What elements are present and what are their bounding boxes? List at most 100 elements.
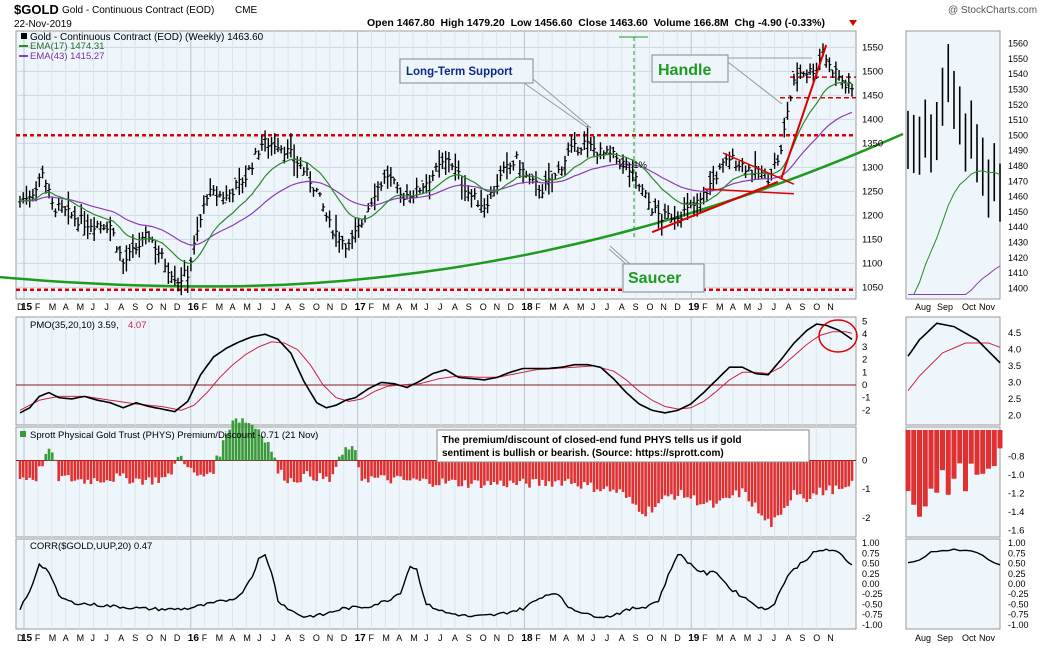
- xtick-label: A: [63, 633, 69, 643]
- xtick-label: D: [341, 302, 348, 312]
- xtick-label: A: [230, 633, 236, 643]
- phys-bar: [73, 460, 77, 481]
- pmo-plot: [16, 322, 1001, 414]
- phys-bar: [457, 460, 460, 487]
- phys-bar: [289, 460, 293, 479]
- side-corr-ytick-label: 1.00: [1008, 538, 1026, 548]
- phys-bar: [337, 456, 341, 461]
- xtick-label: N: [327, 302, 334, 312]
- phys-bar: [473, 460, 476, 481]
- phys-bar: [444, 460, 447, 484]
- phys-bar: [450, 460, 454, 480]
- side-corr-ytick-label: -0.50: [1008, 599, 1029, 609]
- support-annotation-text: Long-Term Support: [406, 66, 513, 78]
- xtick-label: D: [508, 633, 515, 643]
- phys-bar: [234, 418, 238, 461]
- main-ytick-label: 1150: [862, 234, 882, 245]
- phys-bar: [518, 460, 522, 482]
- phys-bar: [670, 460, 673, 495]
- phys-bar: [760, 460, 764, 516]
- phys-bar: [824, 460, 828, 491]
- pmo-ytick-label: 5: [862, 317, 867, 328]
- phys-bar: [344, 447, 348, 461]
- phys-bar: [721, 460, 725, 499]
- phys-bar: [167, 460, 170, 474]
- phys-bar: [237, 422, 241, 461]
- phys-bar: [418, 460, 422, 481]
- phys-bar: [847, 460, 851, 487]
- phys-bar: [641, 460, 644, 515]
- phys-bar: [673, 460, 676, 500]
- phys-note-line2: sentiment is bullish or bearish. (Source…: [442, 448, 724, 459]
- main-ytick-label: 1450: [862, 90, 883, 101]
- phys-bar: [715, 460, 718, 504]
- pmo-panel: [15, 316, 857, 426]
- phys-bar: [747, 460, 751, 502]
- phys-bar: [483, 460, 486, 486]
- ohlc-line: Open 1467.80 High 1479.20 Low 1456.60 Cl…: [367, 17, 825, 29]
- corr-ytick-label: 0.75: [862, 548, 880, 558]
- side-phys-bar: [945, 430, 951, 495]
- xtick-label: A: [730, 302, 736, 312]
- phys-bar: [502, 460, 506, 486]
- phys-bar: [231, 420, 235, 461]
- phys-bar: [292, 460, 296, 483]
- phys-bar: [805, 460, 809, 503]
- xtick-label: J: [257, 633, 262, 643]
- pmo-signal-value: 4.07: [128, 320, 147, 331]
- phys-bar: [766, 460, 770, 519]
- xtick-label: M: [216, 302, 224, 312]
- side-xtick-label: Aug: [915, 302, 931, 312]
- phys-bar: [631, 460, 635, 504]
- phys-bar: [576, 460, 580, 487]
- xtick-label: M: [549, 633, 557, 643]
- xtick-label: N: [827, 302, 834, 312]
- phys-bar: [454, 460, 457, 480]
- phys-bar: [686, 460, 689, 498]
- phys-bar: [312, 460, 315, 481]
- phys-bar: [347, 449, 351, 461]
- main-ytick-label: 1350: [862, 138, 883, 149]
- phys-bar: [179, 455, 183, 461]
- main-ytick-label: 1550: [862, 42, 883, 53]
- phys-bar: [666, 460, 670, 497]
- side-ytick-label: 1520: [1008, 100, 1028, 110]
- phys-bar: [621, 460, 625, 492]
- phys-bar: [108, 460, 112, 482]
- xtick-label: A: [396, 302, 402, 312]
- phys-bar: [279, 460, 283, 470]
- xtick-label: J: [438, 302, 443, 312]
- phys-bar: [802, 460, 805, 499]
- pmo-ytick-label: 3: [862, 342, 867, 353]
- side-ytick-label: 1400: [1008, 283, 1028, 293]
- xtick-label: J: [271, 633, 276, 643]
- main-ytick-label: 1400: [862, 114, 883, 125]
- phys-bar: [247, 423, 251, 461]
- xtick-label: O: [813, 302, 820, 312]
- corr-plot: [19, 548, 1001, 619]
- xtick-label: J: [591, 633, 596, 643]
- xtick-label: A: [619, 633, 625, 643]
- phys-bar: [296, 460, 299, 483]
- xtick-label: 17: [355, 633, 367, 644]
- phys-bar: [105, 460, 109, 481]
- side-pmo-ytick-label: 4.5: [1008, 328, 1021, 339]
- phys-bar: [431, 460, 435, 487]
- xtick-label: 15: [21, 302, 33, 313]
- phys-bar: [741, 460, 744, 489]
- side-phys-bar: [934, 430, 940, 493]
- side-ytick-label: 1410: [1008, 268, 1028, 278]
- ema17-line: [19, 81, 853, 264]
- phys-bar: [663, 460, 667, 496]
- side-phys-bar: [968, 430, 974, 464]
- phys-bar: [573, 460, 576, 483]
- phys-bar: [163, 460, 167, 478]
- phys-bar: [579, 460, 583, 489]
- xtick-label: A: [63, 302, 69, 312]
- phys-ytick-label: -2: [862, 513, 870, 524]
- phys-bar: [637, 460, 641, 512]
- corr-ytick-label: 0.50: [862, 559, 880, 569]
- phys-bar: [731, 460, 734, 496]
- phys-bar: [99, 460, 102, 483]
- side-phys-ytick-label: -1.0: [1008, 470, 1024, 481]
